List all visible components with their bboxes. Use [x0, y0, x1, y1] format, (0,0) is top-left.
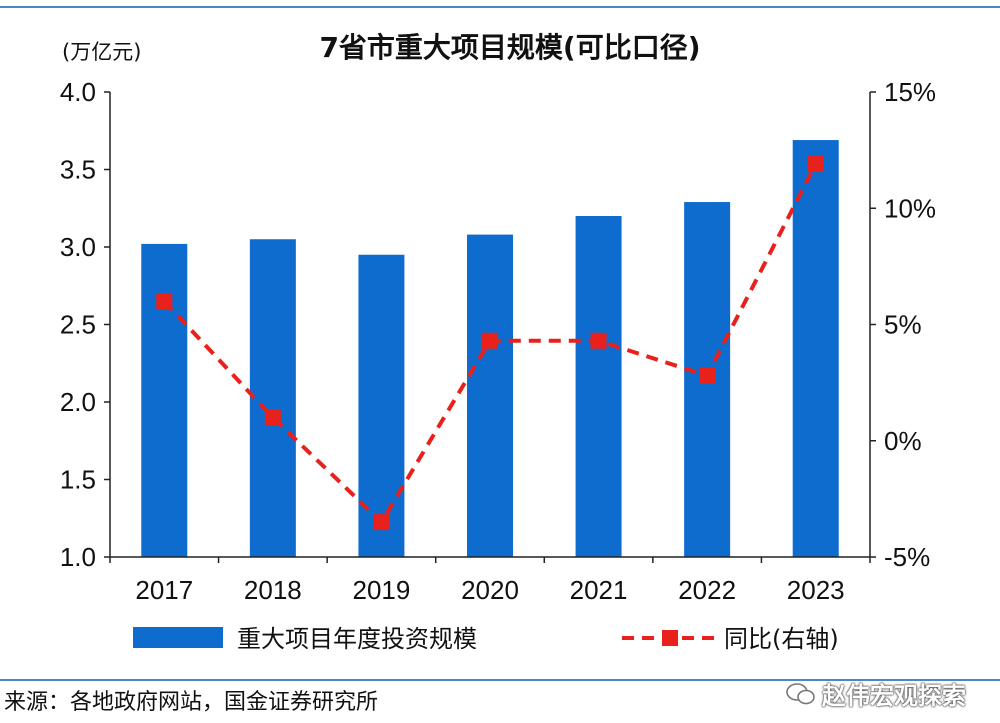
x-tick-label: 2021 — [570, 575, 628, 605]
bottom-rule — [0, 679, 1000, 681]
right-tick-label: -5% — [884, 542, 930, 572]
wechat-icon — [786, 682, 815, 704]
yoy-marker-2023 — [807, 156, 824, 173]
left-tick-label: 1.0 — [60, 542, 96, 572]
x-tick-label: 2017 — [135, 575, 193, 605]
legend-line-marker — [662, 630, 678, 646]
right-tick-label: 15% — [884, 77, 936, 107]
top-rule — [0, 6, 1000, 8]
legend-bar-swatch — [133, 627, 223, 648]
left-tick-label: 3.5 — [60, 155, 96, 185]
chart: 7省市重大项目规模(可比口径) (万亿元) 4.0 3.5 3.0 2.5 2.0 1.5… — [60, 31, 936, 653]
bar-2018 — [249, 239, 296, 557]
chart-title: 7省市重大项目规模(可比口径) — [319, 31, 700, 64]
x-tick-label: 2019 — [353, 575, 411, 605]
left-axis-unit: (万亿元) — [62, 40, 141, 64]
x-tick-label: 2022 — [678, 575, 736, 605]
right-tick-label: 0% — [884, 426, 922, 456]
left-tick-label: 2.5 — [60, 310, 96, 340]
yoy-marker-2022 — [699, 367, 716, 384]
yoy-marker-2019 — [373, 514, 390, 531]
legend-line-label: 同比(右轴) — [724, 625, 839, 653]
left-tick-label: 4.0 — [60, 77, 96, 107]
left-tick-label: 2.0 — [60, 387, 96, 417]
source-note: 来源：各地政府网站，国金证券研究所 — [4, 690, 379, 715]
left-tick-label: 3.0 — [60, 232, 96, 262]
right-tick-label: 10% — [884, 193, 936, 223]
bar-2017 — [141, 243, 188, 557]
right-tick-label: 5% — [884, 310, 922, 340]
x-tick-label: 2018 — [244, 575, 302, 605]
yoy-marker-2021 — [590, 332, 607, 349]
watermark: 赵伟宏观探索 — [786, 676, 966, 711]
x-tick-label: 2023 — [787, 575, 845, 605]
watermark-text: 赵伟宏观探索 — [822, 682, 966, 710]
bar-2023 — [792, 140, 839, 558]
bar-2019 — [358, 254, 405, 557]
yoy-marker-2018 — [264, 409, 281, 426]
yoy-marker-2017 — [156, 293, 173, 310]
yoy-marker-2020 — [482, 332, 498, 349]
x-tick-label: 2020 — [461, 575, 519, 605]
legend-bar-label: 重大项目年度投资规模 — [237, 625, 477, 653]
left-tick-label: 1.5 — [60, 465, 96, 495]
bar-2020 — [467, 234, 513, 557]
bar-2021 — [575, 216, 622, 557]
